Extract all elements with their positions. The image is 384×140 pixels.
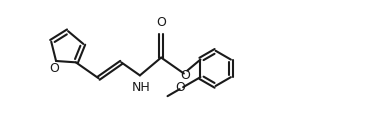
Text: NH: NH [132,81,151,94]
Text: O: O [49,62,59,75]
Text: O: O [180,69,190,82]
Text: O: O [175,81,185,94]
Text: O: O [156,16,166,29]
